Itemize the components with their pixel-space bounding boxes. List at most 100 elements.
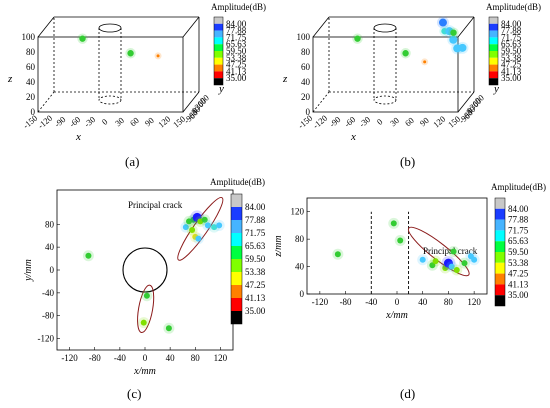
- d-point: [419, 256, 426, 263]
- b-colorbar-band: [489, 64, 498, 72]
- a-box-edge: [37, 16, 55, 38]
- b-box-edge: [457, 91, 475, 113]
- b-colorbar-tick: 84.00: [501, 19, 522, 29]
- d-colorbar-tick: 53.38: [508, 258, 529, 268]
- c-y-tick: 40: [45, 242, 55, 252]
- c-point: [85, 252, 92, 259]
- a-box-edge: [182, 16, 200, 38]
- chart-c-xy: -120 -80 -40 0 40 80 120 -120 -80 -40 0 40 80 x/mm y/m…: [23, 177, 266, 377]
- d-crack-ellipse: [407, 226, 470, 277]
- c-lower-ellipse: [137, 284, 155, 334]
- b-y-tick: 0: [465, 105, 475, 115]
- b-colorbar-band: [489, 30, 498, 38]
- a-z-tick: 100: [22, 32, 36, 42]
- a-colorbar-tick: 71.75: [226, 32, 247, 42]
- b-hole-bottom: [373, 95, 397, 105]
- a-hole-bottom: [98, 95, 122, 105]
- d-point: [471, 256, 478, 263]
- b-colorbar-band: [489, 44, 498, 51]
- a-colorbar-tick: 77.88: [226, 26, 247, 36]
- d-colorbar-tick: 41.13: [508, 279, 529, 289]
- b-colorbar-band: [489, 17, 498, 24]
- c-y-tick: 80: [45, 219, 55, 229]
- b-colorbar-frame: [488, 16, 499, 86]
- d-colorbar-band: [495, 252, 505, 263]
- a-colorbar-band: [214, 23, 223, 31]
- a-colorbar-tick: 59.50: [226, 46, 247, 56]
- d-colorbar-band: [495, 198, 505, 209]
- c-colorbar-tick: 77.88: [245, 215, 266, 225]
- d-y-tick: 120: [291, 207, 305, 217]
- label-d: (d): [400, 386, 416, 401]
- a-y-label: y: [218, 83, 224, 95]
- a-colorbar-band: [214, 57, 223, 65]
- d-x-tick: 120: [467, 297, 481, 307]
- a-colorbar-band: [214, 17, 223, 24]
- a-point: [79, 35, 86, 42]
- b-z-label: z: [282, 73, 288, 85]
- d-point: [397, 237, 404, 244]
- b-point: [402, 50, 409, 57]
- d-point: [448, 263, 455, 270]
- b-colorbar-band: [489, 71, 498, 79]
- d-colorbar-tick: 84.00: [508, 204, 529, 214]
- c-y-tick: 0: [50, 265, 55, 275]
- d-x-label: x/mm: [385, 310, 408, 321]
- d-colorbar-band: [495, 230, 505, 242]
- b-x-tick: -30: [357, 114, 372, 129]
- b-x-tick: 30: [388, 115, 401, 128]
- b-x-tick: 0: [375, 117, 385, 127]
- d-colorbar-tick: 47.25: [508, 269, 529, 279]
- b-x-tick: 90: [418, 115, 431, 128]
- c-point: [201, 216, 208, 223]
- d-x-tick: -120: [312, 297, 329, 307]
- c-colorbar-title: Amplitude(dB): [210, 177, 265, 187]
- c-x-tick: 120: [214, 353, 228, 363]
- d-colorbar-band: [495, 273, 505, 285]
- a-z-tick: 0: [31, 107, 36, 117]
- b-colorbar-tick: 77.88: [501, 26, 522, 36]
- b-colorbar-band: [489, 23, 498, 31]
- d-colorbar-tick: 71.75: [508, 225, 529, 235]
- b-colorbar-tick: 53.38: [501, 53, 522, 63]
- chart-d-xz: -120 -80 -40 0 40 80 120 0 40 80 120 x/mm z/mm Princi…: [275, 182, 546, 321]
- b-colorbar-title: Amplitude(dB): [486, 2, 541, 12]
- b-colorbar-tick: 65.63: [501, 39, 522, 49]
- c-point: [216, 222, 223, 229]
- c-colorbar-tick: 53.38: [245, 267, 266, 277]
- a-z-tick: 80: [26, 47, 36, 57]
- a-box-edge: [37, 91, 55, 113]
- b-colorbar-tick: 47.25: [501, 60, 522, 70]
- a-x-tick: 30: [113, 115, 126, 128]
- c-colorbar-band: [231, 207, 242, 220]
- b-point: [423, 60, 427, 64]
- c-x-tick: 40: [166, 353, 176, 363]
- d-colorbar-band: [495, 208, 505, 220]
- d-point: [334, 251, 341, 258]
- d-colorbar-band: [495, 284, 505, 296]
- b-colorbar-band: [489, 57, 498, 65]
- a-x-tick: -60: [67, 114, 82, 129]
- a-colorbar-band: [214, 37, 223, 45]
- a-colorbar-tick: 41.13: [226, 66, 247, 76]
- c-colorbar-tick: 59.50: [245, 254, 266, 264]
- d-colorbar-tick: 77.88: [508, 215, 529, 225]
- d-colorbar-tick: 35.00: [508, 290, 529, 300]
- c-colorbar-band: [231, 233, 242, 246]
- b-x-tick: -60: [342, 114, 357, 129]
- b-point: [449, 35, 458, 44]
- d-annotation: Principal crack: [423, 246, 478, 256]
- c-colorbar-band: [231, 194, 242, 207]
- d-y-tick: 0: [300, 289, 305, 299]
- a-box-front: [37, 36, 184, 113]
- a-colorbar-tick: 35.00: [226, 73, 247, 83]
- b-colorbar-band: [489, 78, 498, 85]
- c-colorbar-band: [231, 298, 242, 311]
- c-point: [211, 224, 218, 231]
- a-point: [156, 54, 160, 58]
- c-crack-ellipse: [177, 196, 224, 261]
- a-z-tick: 40: [26, 77, 36, 87]
- c-colorbar-tick: 35.00: [245, 306, 266, 316]
- a-x-label: x: [75, 131, 81, 143]
